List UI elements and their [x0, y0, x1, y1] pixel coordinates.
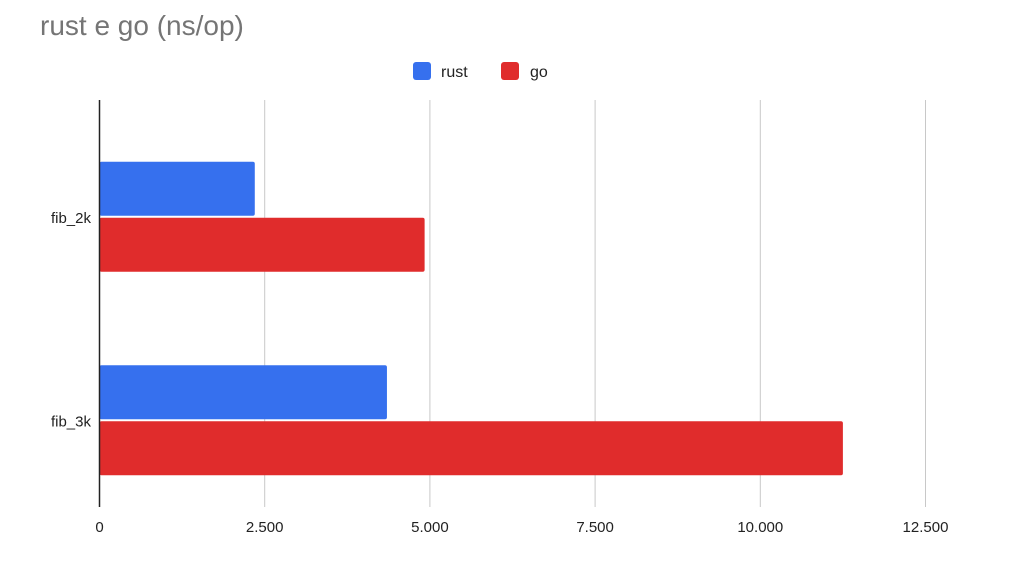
- bar-rust-fib_2k: [99, 161, 255, 216]
- x-tick-label: 7.500: [576, 519, 614, 536]
- bar-rust-fib_3k: [99, 365, 387, 420]
- category-labels: fib_2k fib_3k: [51, 210, 92, 431]
- legend-label-go: go: [530, 64, 548, 81]
- legend-swatch-rust: [413, 62, 431, 80]
- x-tick-label: 10.000: [737, 519, 783, 536]
- bar-go-fib_3k: [99, 421, 843, 476]
- legend: rust go: [413, 62, 548, 81]
- x-tick-label: 12.500: [903, 519, 949, 536]
- bar-go-fib_2k: [99, 217, 425, 272]
- x-tick-label: 0: [95, 519, 103, 536]
- x-tick-label: 5.000: [411, 519, 449, 536]
- x-tick-label: 2.500: [246, 519, 284, 536]
- category-label: fib_2k: [51, 210, 92, 227]
- legend-swatch-go: [501, 62, 519, 80]
- chart-title: rust e go (ns/op): [40, 10, 244, 41]
- x-tick-labels: 0 2.500 5.000 7.500 10.000 12.500: [95, 519, 948, 536]
- bars: [99, 161, 843, 476]
- category-label: fib_3k: [51, 413, 92, 430]
- legend-label-rust: rust: [441, 64, 468, 81]
